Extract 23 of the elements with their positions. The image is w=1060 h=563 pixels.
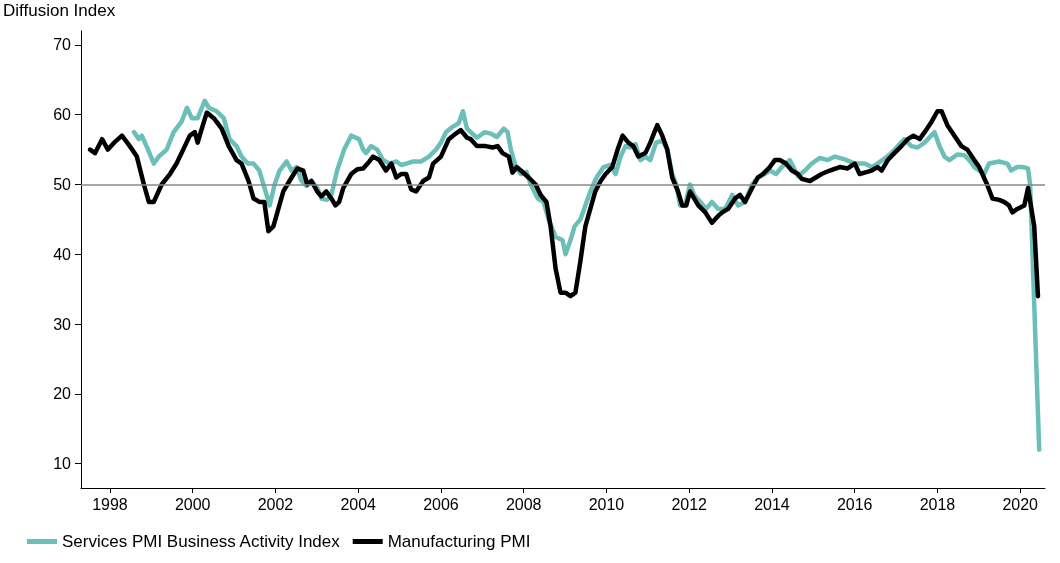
x-tick-label: 2018 — [919, 495, 956, 513]
x-tick-label: 2006 — [423, 495, 459, 513]
x-tick-label: 2002 — [257, 495, 294, 513]
line-series — [87, 108, 1041, 299]
x-tick-label: 2008 — [505, 495, 542, 513]
legend-label: Manufacturing PMI — [387, 532, 531, 551]
y-tick-label: 50 — [53, 176, 72, 193]
x-tick-label: 2010 — [588, 495, 625, 513]
y-tick-label: 20 — [53, 385, 72, 403]
y-axis-title: Diffusion Index — [3, 1, 116, 20]
x-tick-label: 2000 — [174, 495, 211, 513]
x-tick-label: 2014 — [754, 495, 790, 513]
x-tick-label: 2012 — [671, 495, 708, 513]
y-tick-label: 70 — [53, 36, 72, 54]
x-tick-label: 1998 — [92, 495, 128, 513]
x-tick-label: 2016 — [836, 495, 873, 513]
y-tick-label: 10 — [53, 455, 72, 473]
x-tick-label: 2020 — [1002, 495, 1039, 513]
x-tick-label: 2004 — [340, 495, 377, 513]
y-tick-label: 60 — [53, 106, 72, 124]
y-tick-label: 30 — [53, 315, 72, 333]
legend-label: Services PMI Business Activity Index — [62, 532, 341, 551]
y-tick-label: 40 — [53, 245, 72, 263]
